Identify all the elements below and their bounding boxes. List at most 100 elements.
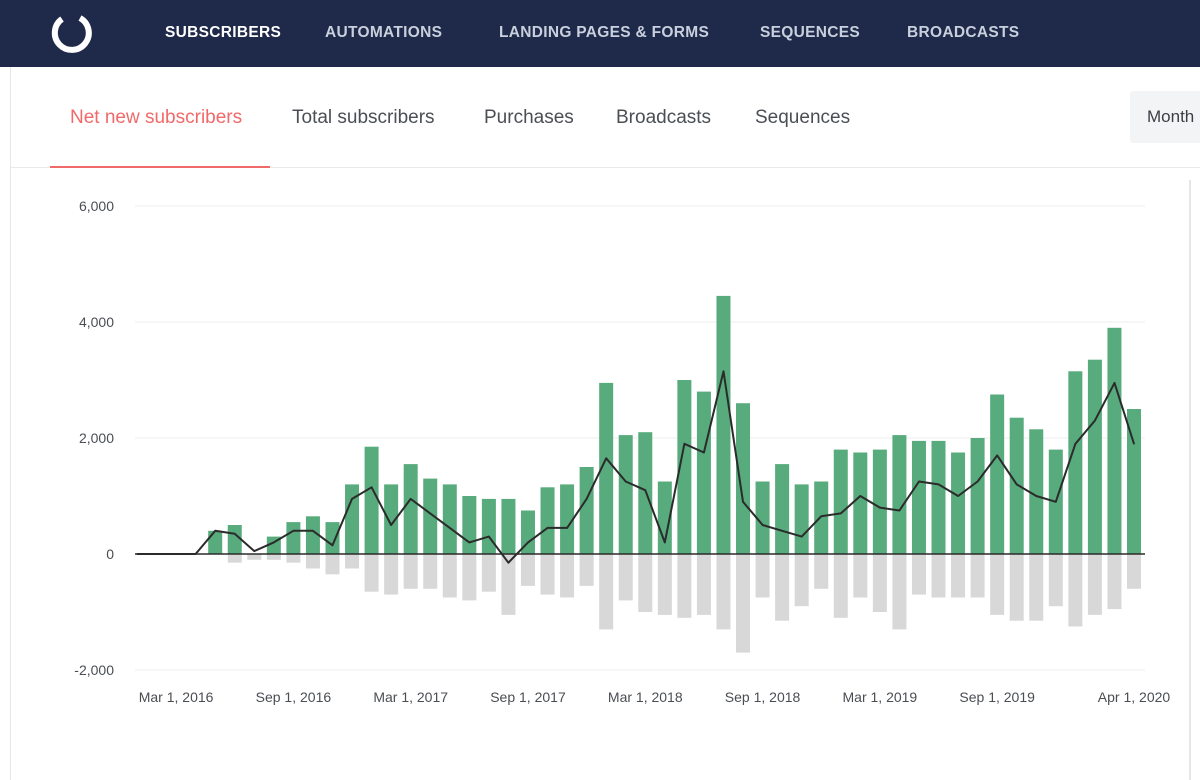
loss-bar xyxy=(560,554,575,598)
loss-bar xyxy=(814,554,829,589)
loss-bar xyxy=(345,554,360,569)
net-change-point xyxy=(1035,495,1038,497)
net-new-subscribers-chart: 6,000 4,000 2,000 0 -2,000 Mar 1, 2016 Sep 1, … xyxy=(74,198,1171,705)
net-change-point xyxy=(214,530,216,532)
gain-bar xyxy=(1009,417,1024,554)
net-change-point xyxy=(566,527,568,529)
net-change-point xyxy=(273,541,275,544)
x-tick-label: Sep 1, 2017 xyxy=(490,689,566,705)
loss-bar xyxy=(579,554,594,586)
net-change-point xyxy=(155,553,158,555)
net-change-point xyxy=(761,524,764,526)
period-select[interactable]: Month xyxy=(1130,91,1200,143)
y-tick-label: -2,000 xyxy=(74,662,114,678)
net-change-point xyxy=(233,532,236,535)
loss-bar xyxy=(1107,554,1122,610)
loss-bar xyxy=(442,554,457,598)
net-change-point xyxy=(742,501,744,503)
ring-logo-icon[interactable] xyxy=(46,10,94,54)
net-change-point xyxy=(839,512,842,515)
net-change-point xyxy=(976,480,979,483)
gain-bar xyxy=(579,467,594,554)
loss-bar xyxy=(911,554,926,595)
gain-bar xyxy=(990,394,1005,554)
loss-bar xyxy=(736,554,751,653)
gain-bar xyxy=(1107,327,1122,554)
gain-bar xyxy=(305,516,320,554)
net-change-point xyxy=(781,530,783,532)
gain-bar xyxy=(403,464,418,554)
net-change-point xyxy=(918,480,920,483)
net-change-point xyxy=(859,495,862,497)
net-change-point xyxy=(898,509,901,512)
tab-sequences[interactable]: Sequences xyxy=(755,107,851,128)
loss-bar xyxy=(520,554,535,586)
net-change-point xyxy=(507,561,510,564)
gain-bar xyxy=(384,484,399,554)
nav-item-landing-pages-forms[interactable]: LANDING PAGES & FORMS xyxy=(499,24,710,41)
net-change-point xyxy=(624,480,627,483)
loss-bar xyxy=(853,554,868,598)
tab-net-new-subscribers[interactable]: Net new subscribers xyxy=(70,107,243,128)
x-tick-label: Apr 1, 2020 xyxy=(1098,689,1171,705)
gain-bar xyxy=(833,449,848,554)
nav-item-subscribers[interactable]: SUBSCRIBERS xyxy=(165,24,282,41)
net-change-point xyxy=(1133,443,1135,445)
net-change-point xyxy=(1094,419,1096,422)
gain-bar xyxy=(716,295,731,554)
gain-bar xyxy=(501,498,516,554)
net-change-point xyxy=(957,495,959,497)
gain-bar xyxy=(208,530,223,554)
x-tick-label: Sep 1, 2019 xyxy=(959,689,1035,705)
net-change-point xyxy=(253,550,256,552)
net-change-line xyxy=(137,370,1135,564)
net-change-point xyxy=(429,512,432,515)
nav-item-broadcasts[interactable]: BROADCASTS xyxy=(907,24,1020,41)
net-change-point xyxy=(800,535,803,538)
x-tick-label: Sep 1, 2016 xyxy=(256,689,332,705)
loss-bar xyxy=(1068,554,1083,627)
nav-item-sequences[interactable]: SEQUENCES xyxy=(760,24,861,41)
net-change-point xyxy=(331,544,334,547)
net-change-point xyxy=(448,527,451,529)
loss-bar xyxy=(677,554,692,618)
loss-bar xyxy=(696,554,711,615)
loss-bar xyxy=(951,554,966,598)
gain-bar xyxy=(540,487,555,554)
gain-bar xyxy=(442,484,457,554)
net-change-point xyxy=(1055,501,1057,503)
net-change-point xyxy=(488,535,490,538)
x-tick-label: Mar 1, 2019 xyxy=(843,689,918,705)
gain-bar xyxy=(911,440,926,554)
tab-total-subscribers[interactable]: Total subscribers xyxy=(292,107,435,128)
gain-bar xyxy=(1127,409,1141,554)
gain-bar xyxy=(520,510,535,554)
nav-item-automations[interactable]: AUTOMATIONS xyxy=(325,24,443,41)
loss-bar xyxy=(872,554,887,612)
gain-bar xyxy=(364,446,379,554)
net-change-point xyxy=(683,443,686,445)
report-tabs: Net new subscribers Total subscribers Pu… xyxy=(11,67,1200,168)
net-change-point xyxy=(390,524,392,526)
tab-purchases[interactable]: Purchases xyxy=(484,107,574,128)
gain-bar xyxy=(775,464,790,554)
net-change-point xyxy=(1113,382,1116,384)
loss-bar xyxy=(1009,554,1024,621)
loss-bar xyxy=(266,554,281,560)
net-change-point xyxy=(527,541,529,544)
loss-bar xyxy=(462,554,477,601)
net-change-point xyxy=(664,541,666,544)
gain-bar xyxy=(872,449,887,554)
gain-bar xyxy=(951,452,966,554)
loss-bar xyxy=(599,554,614,630)
loss-bar xyxy=(403,554,418,589)
loss-bar xyxy=(247,554,262,560)
gain-bar xyxy=(970,438,985,554)
loss-bar xyxy=(833,554,848,618)
tab-broadcasts[interactable]: Broadcasts xyxy=(616,107,712,128)
scrollbar-track[interactable] xyxy=(1189,180,1191,780)
loss-bar xyxy=(325,554,340,575)
loss-bar xyxy=(775,554,790,621)
x-tick-label: Mar 1, 2016 xyxy=(139,689,214,705)
gain-bar xyxy=(227,525,242,554)
